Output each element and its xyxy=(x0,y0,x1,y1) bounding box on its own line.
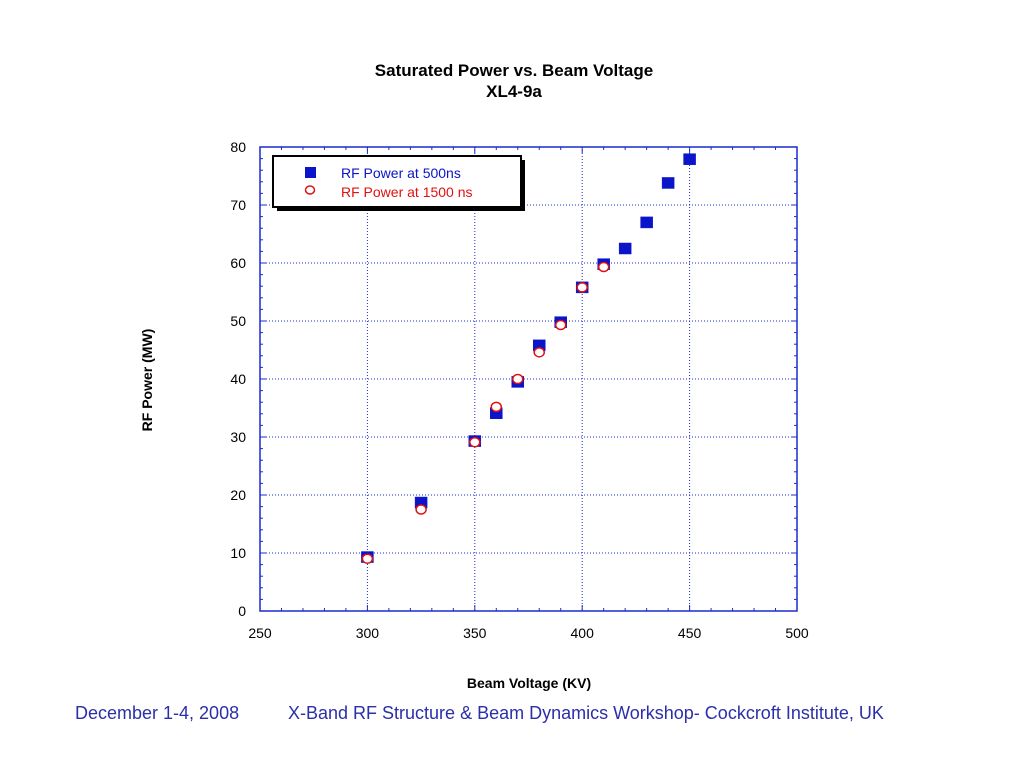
legend-box xyxy=(272,155,522,208)
legend-label-1500ns: RF Power at 1500 ns xyxy=(341,184,473,200)
data-point-1500ns xyxy=(533,347,545,358)
data-point-1500ns xyxy=(597,261,610,273)
x-tick-label: 250 xyxy=(248,625,272,641)
data-point-500ns xyxy=(640,216,653,229)
legend-marker-circle xyxy=(304,185,316,195)
data-point-1500ns xyxy=(576,282,588,293)
data-point-1500ns xyxy=(490,401,503,413)
y-tick-label: 20 xyxy=(230,487,246,503)
y-tick-label: 70 xyxy=(230,197,246,213)
x-tick-label: 300 xyxy=(356,625,380,641)
chart-title: Saturated Power vs. Beam Voltage xyxy=(375,61,653,80)
data-point-500ns xyxy=(683,153,696,165)
data-point-1500ns xyxy=(361,553,374,565)
y-tick-label: 30 xyxy=(230,429,246,445)
chart-subtitle: XL4-9a xyxy=(486,82,542,101)
data-point-500ns xyxy=(618,242,632,255)
tick-labels: 250 300 350 400 450 500 0 10 20 30 40 50 60 70 80 xyxy=(230,139,808,641)
data-point-500ns xyxy=(661,177,675,189)
y-tick-label: 80 xyxy=(230,139,246,155)
data-points xyxy=(361,153,696,565)
footer-date: December 1-4, 2008 xyxy=(75,703,240,723)
y-tick-label: 60 xyxy=(230,255,246,271)
y-axis-title: RF Power (MW) xyxy=(139,329,155,432)
data-point-1500ns xyxy=(415,504,427,515)
legend: RF Power at 500ns RF Power at 1500 ns xyxy=(272,155,525,211)
x-tick-label: 500 xyxy=(785,625,809,641)
data-point-1500ns xyxy=(469,436,481,448)
x-axis-title: Beam Voltage (KV) xyxy=(467,675,591,691)
y-tick-label: 40 xyxy=(230,371,246,387)
y-tick-label: 0 xyxy=(238,603,246,619)
legend-marker-square xyxy=(305,167,316,178)
grid xyxy=(260,147,797,611)
y-tick-label: 50 xyxy=(230,313,246,329)
axis-ticks xyxy=(259,146,798,612)
data-point-1500ns xyxy=(554,319,567,331)
x-tick-label: 400 xyxy=(571,625,595,641)
data-point-1500ns xyxy=(512,373,524,385)
legend-label-500ns: RF Power at 500ns xyxy=(341,165,461,181)
footer-event: X-Band RF Structure & Beam Dynamics Work… xyxy=(288,703,884,723)
x-tick-label: 450 xyxy=(678,625,702,641)
x-tick-label: 350 xyxy=(463,625,487,641)
y-tick-label: 10 xyxy=(230,545,246,561)
